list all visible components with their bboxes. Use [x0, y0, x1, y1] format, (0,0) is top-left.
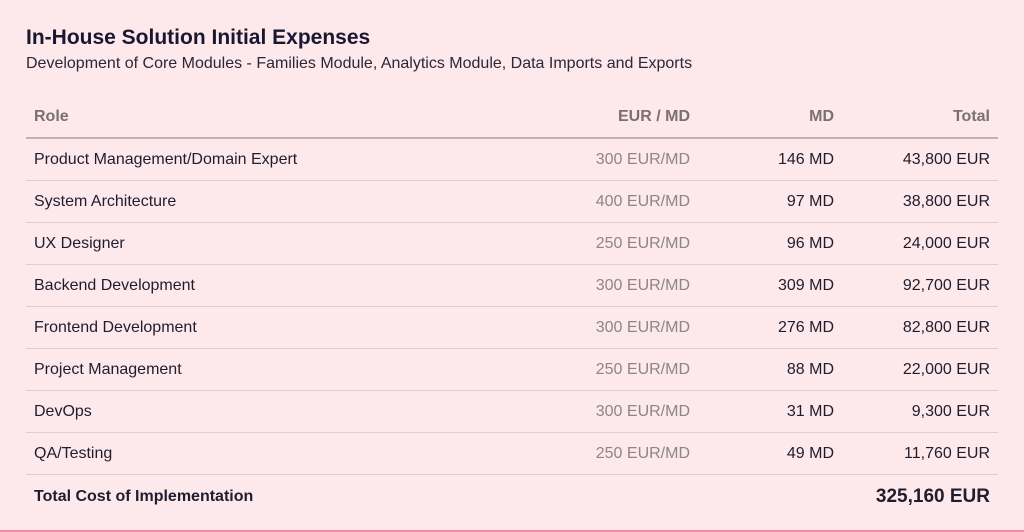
cell-total: 11,760 EUR: [904, 444, 990, 462]
cell-md: 88 MD: [698, 348, 842, 391]
cell-rate: 300 EUR/MD: [542, 138, 698, 181]
cell-total: 43,800 EUR: [842, 138, 998, 181]
cell-md: 96 MD: [698, 222, 842, 265]
column-header-rate: EUR / MD: [542, 97, 698, 139]
grand-total-value: 325,160 EUR: [842, 474, 998, 519]
cell-rate: 250 EUR/MD: [595, 444, 690, 462]
cell-role: Product Management/Domain Expert: [26, 138, 542, 181]
column-header-total: Total: [842, 97, 998, 139]
cell-rate: 250 EUR/MD: [542, 348, 698, 391]
cell-role: System Architecture: [26, 180, 542, 223]
table-row: Backend Development 300 EUR/MD 309 MD 92…: [26, 264, 998, 307]
cell-role: UX Designer: [26, 222, 542, 265]
cell-rate: 400 EUR/MD: [542, 180, 698, 223]
table-row: Product Management/Domain Expert 300 EUR…: [26, 138, 998, 181]
cell-total: 22,000 EUR: [842, 348, 998, 391]
cell-rate: 300 EUR/MD: [542, 306, 698, 349]
table-footer: Total Cost of Implementation 325,160 EUR: [26, 474, 998, 519]
cell-role: Project Management: [26, 348, 542, 391]
cell-md: 31 MD: [698, 390, 842, 433]
cell-role: Frontend Development: [26, 306, 542, 349]
cell-role: Backend Development: [26, 264, 542, 307]
table-row: DevOps 300 EUR/MD 31 MD 9,300 EUR: [26, 390, 998, 433]
cell-rate: 300 EUR/MD: [542, 264, 698, 307]
cell-total: 92,700 EUR: [842, 264, 998, 307]
table-row: QA/Testing 250 EUR/MD 49 MD 11,760 EUR: [26, 433, 998, 475]
cell-rate: 250 EUR/MD: [542, 222, 698, 265]
table-row: System Architecture 400 EUR/MD 97 MD 38,…: [26, 180, 998, 223]
expenses-table: Role EUR / MD MD Total Product Managemen…: [26, 97, 998, 519]
cell-role: QA/Testing: [34, 444, 113, 462]
cell-total: 9,300 EUR: [842, 390, 998, 433]
table-row: Project Management 250 EUR/MD 88 MD 22,0…: [26, 348, 998, 391]
cell-md: 49 MD: [786, 444, 834, 462]
cell-md: 276 MD: [698, 306, 842, 349]
table-row: UX Designer 250 EUR/MD 96 MD 24,000 EUR: [26, 222, 998, 265]
table-row: Frontend Development 300 EUR/MD 276 MD 8…: [26, 306, 998, 349]
header-row: Role EUR / MD MD Total: [26, 97, 998, 139]
cell-md: 309 MD: [698, 264, 842, 307]
cell-total: 38,800 EUR: [842, 180, 998, 223]
column-header-role: Role: [26, 97, 542, 139]
table-body: Product Management/Domain Expert 300 EUR…: [26, 138, 998, 475]
cell-role: DevOps: [26, 390, 542, 433]
table-header: Role EUR / MD MD Total: [26, 97, 998, 139]
cell-md: 146 MD: [698, 138, 842, 181]
column-header-md: MD: [698, 97, 842, 139]
cell-md: 97 MD: [698, 180, 842, 223]
cell-rate: 300 EUR/MD: [542, 390, 698, 433]
page-subtitle: Development of Core Modules - Families M…: [26, 55, 693, 72]
cell-total: 82,800 EUR: [842, 306, 998, 349]
cell-total: 24,000 EUR: [842, 222, 998, 265]
page-title: In-House Solution Initial Expenses: [26, 26, 371, 49]
total-row: Total Cost of Implementation 325,160 EUR: [26, 474, 998, 519]
total-label: Total Cost of Implementation: [26, 474, 842, 519]
